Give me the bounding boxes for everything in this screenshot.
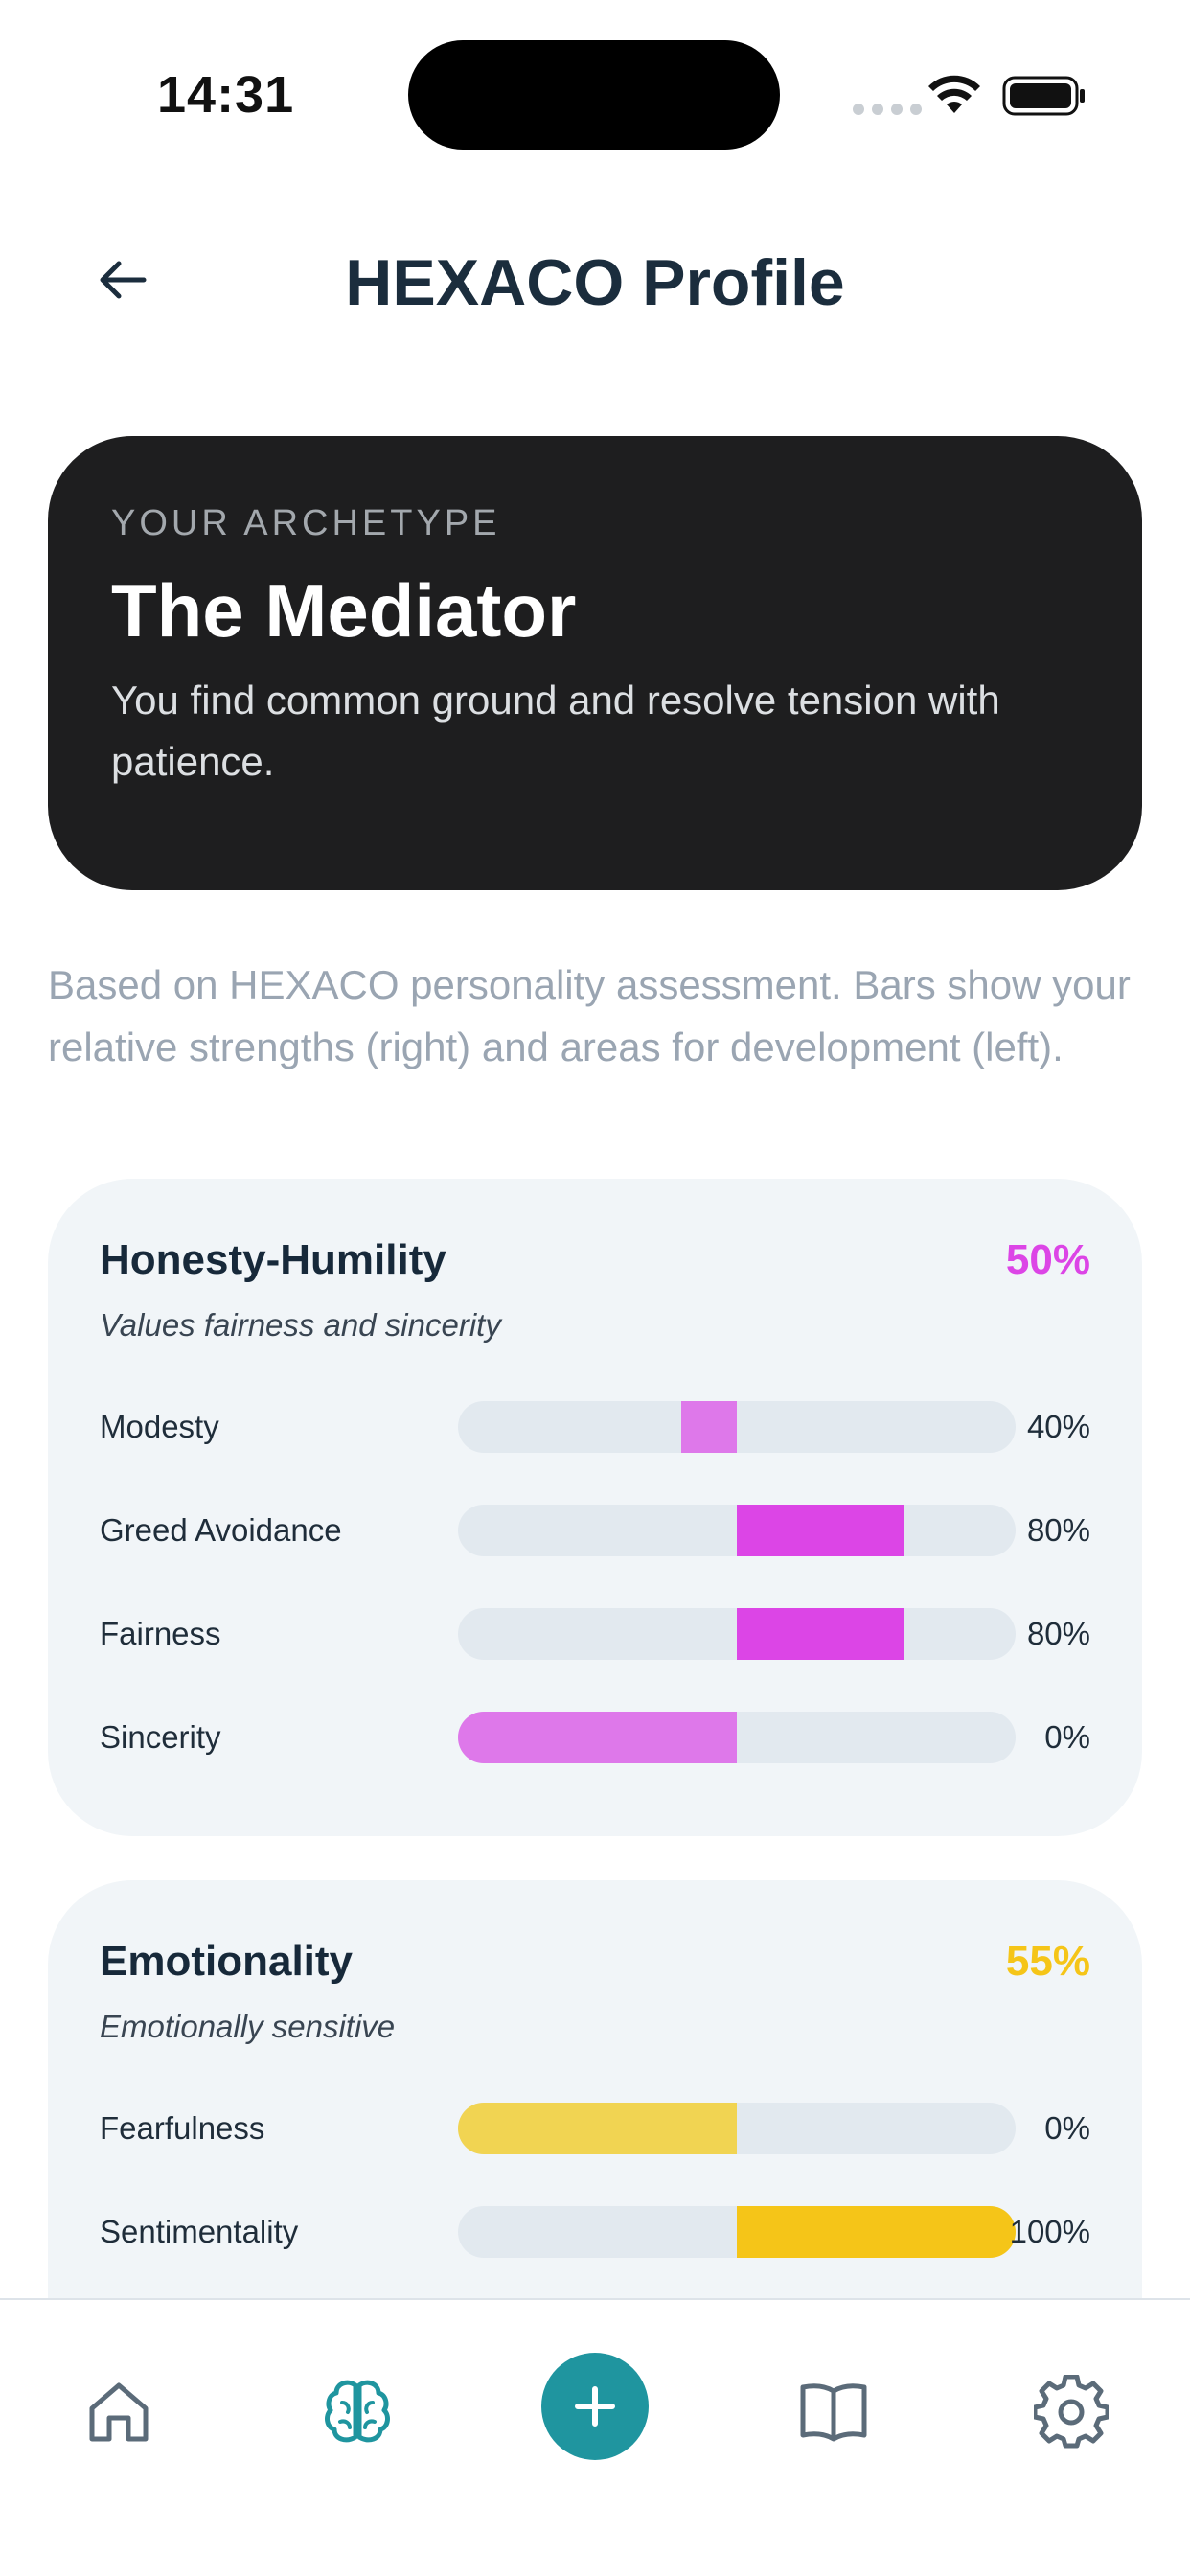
facet-row-fearfulness: Fearfulness 0%	[100, 2103, 1090, 2156]
facet-bar	[458, 1608, 1016, 1660]
facet-label: Sentimentality	[100, 2214, 299, 2249]
facet-row-greed-avoidance: Greed Avoidance 80%	[100, 1505, 1090, 1558]
facet-value: 0%	[1044, 1719, 1090, 1755]
facet-label: Sincerity	[100, 1719, 221, 1755]
trait-name: Emotionality	[100, 1938, 354, 1985]
header: HEXACO Profile	[0, 211, 1190, 364]
facet-row-sentimentality: Sentimentality 100%	[100, 2206, 1090, 2260]
dynamic-island	[408, 40, 780, 150]
trait-subtitle: Emotionally sensitive	[100, 2009, 396, 2044]
facet-value: 40%	[1026, 1409, 1090, 1444]
facet-label: Greed Avoidance	[100, 1512, 342, 1548]
arrow-left-icon	[100, 261, 147, 299]
trait-score: 50%	[1005, 1236, 1090, 1283]
nav-add-button[interactable]	[541, 2353, 649, 2460]
facet-value: 0%	[1044, 2110, 1090, 2146]
facet-bar-fill	[737, 1505, 904, 1556]
trait-score: 55%	[1005, 1938, 1090, 1985]
facet-row-modesty: Modesty 40%	[100, 1401, 1090, 1455]
home-icon	[89, 2382, 149, 2442]
nav-journal[interactable]	[781, 2359, 886, 2465]
battery-icon	[1002, 76, 1085, 116]
facet-bar-fill	[458, 1712, 737, 1763]
gear-icon	[1034, 2375, 1109, 2449]
facet-bar	[458, 2103, 1016, 2154]
facet-bar	[458, 1712, 1016, 1763]
archetype-name: The Mediator	[111, 568, 577, 653]
facet-bar	[458, 1505, 1016, 1556]
trait-name: Honesty-Humility	[100, 1236, 446, 1283]
facet-label: Fairness	[100, 1616, 221, 1651]
status-bar: 14:31	[0, 0, 1190, 150]
facet-label: Modesty	[100, 1409, 219, 1444]
wifi-icon	[928, 75, 980, 113]
facet-bar-fill	[737, 1608, 904, 1660]
brain-icon	[325, 2380, 390, 2443]
facet-value: 80%	[1026, 1512, 1090, 1548]
facet-bar	[458, 2206, 1016, 2258]
back-button[interactable]	[92, 249, 153, 310]
nav-settings[interactable]	[1018, 2359, 1124, 2465]
facet-bar-fill	[458, 2103, 737, 2154]
archetype-eyebrow: YOUR ARCHETYPE	[111, 503, 501, 543]
archetype-card: YOUR ARCHETYPE The Mediator You find com…	[48, 436, 1142, 890]
facet-row-fairness: Fairness 80%	[100, 1608, 1090, 1662]
facet-bar-fill	[680, 1401, 737, 1453]
facet-bar	[458, 1401, 1016, 1453]
nav-home[interactable]	[66, 2359, 172, 2465]
nav-profile[interactable]	[305, 2359, 410, 2465]
facet-label: Fearfulness	[100, 2110, 265, 2146]
status-time: 14:31	[157, 66, 295, 124]
trait-subtitle: Values fairness and sincerity	[100, 1307, 501, 1343]
bottom-nav	[0, 2298, 1190, 2576]
archetype-description: You find common ground and resolve tensi…	[111, 678, 1000, 784]
page-title: HEXACO Profile	[345, 246, 845, 319]
book-icon	[800, 2383, 867, 2442]
assessment-intro: Based on HEXACO personality assessment. …	[48, 962, 1131, 1070]
facet-bar-fill	[737, 2206, 1016, 2258]
facet-value: 100%	[1009, 2214, 1090, 2249]
plus-icon	[575, 2386, 615, 2426]
trait-card-honesty-humility: Honesty-Humility 50% Values fairness and…	[48, 1179, 1142, 1836]
cellular-signal-icon	[853, 104, 922, 115]
facet-value: 80%	[1026, 1616, 1090, 1651]
facet-row-sincerity: Sincerity 0%	[100, 1712, 1090, 1765]
